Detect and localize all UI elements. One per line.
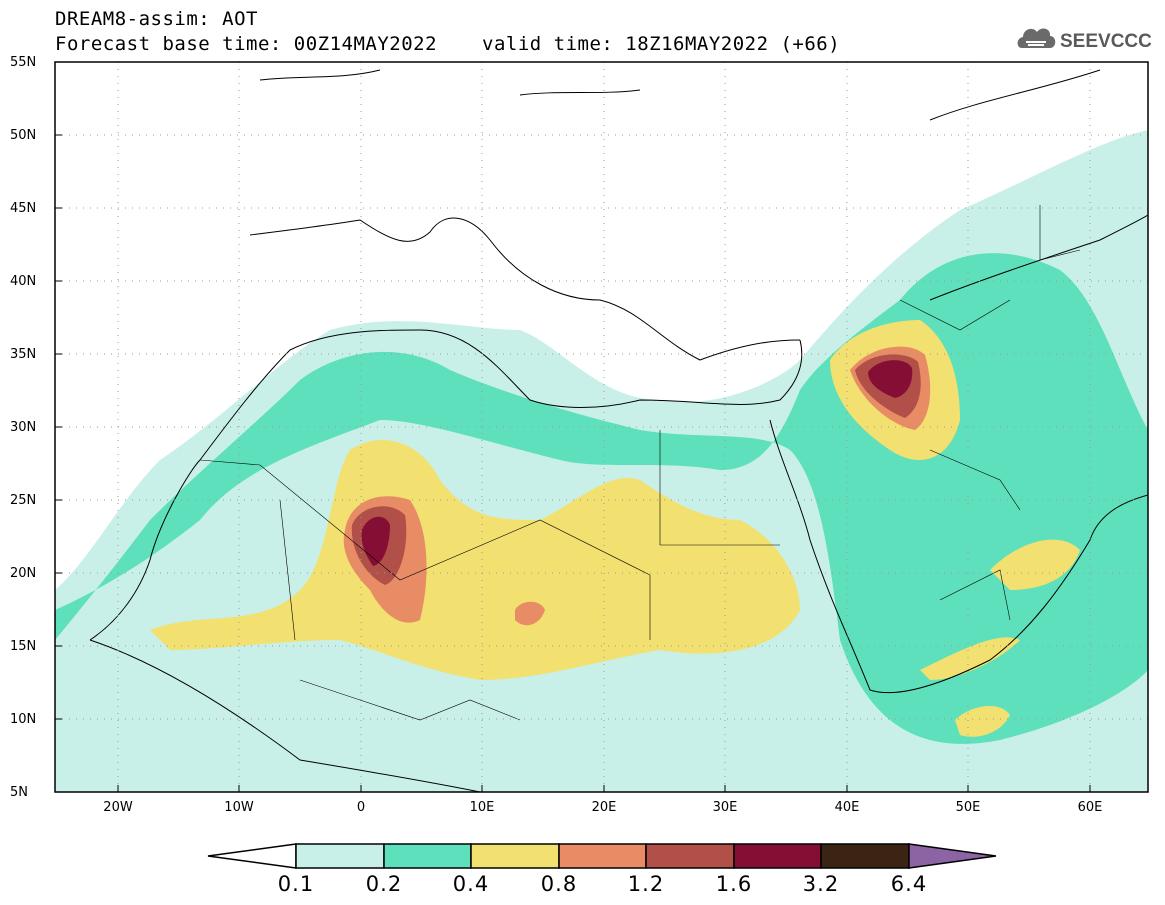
map-title: DREAM8-assim: AOT bbox=[55, 8, 258, 30]
logo-text: SEEVCCC bbox=[1060, 31, 1151, 52]
lat-label: 15N bbox=[10, 639, 37, 654]
lat-label: 55N bbox=[10, 55, 37, 70]
aot-band-0.4-arabia bbox=[990, 539, 1080, 590]
lat-label: 35N bbox=[10, 347, 37, 362]
colorbar-label: 1.2 bbox=[627, 872, 665, 896]
aot-band-0.8-mali bbox=[515, 601, 545, 626]
aot-band-0.4-coast bbox=[955, 705, 1010, 737]
lon-label: 10W bbox=[224, 800, 254, 815]
valid-time: valid time: 18Z16MAY2022 (+66) bbox=[482, 33, 841, 55]
lon-label: 0 bbox=[356, 800, 366, 815]
colorbar-label: 6.4 bbox=[890, 872, 928, 896]
country-borders bbox=[199, 205, 1081, 721]
grid-lines bbox=[55, 62, 1148, 792]
seevccc-logo: SEEVCCC bbox=[1016, 22, 1152, 56]
lon-label: 40E bbox=[834, 800, 860, 815]
lon-label: 20W bbox=[103, 800, 133, 815]
aot-band-0.4-yemen bbox=[920, 637, 1020, 680]
lat-label: 5N bbox=[10, 785, 28, 800]
lon-label: 20E bbox=[591, 800, 617, 815]
lat-label: 45N bbox=[10, 201, 37, 216]
lat-label: 50N bbox=[10, 128, 37, 143]
lat-label: 25N bbox=[10, 493, 37, 508]
coastlines bbox=[89, 69, 1148, 792]
aot-fields bbox=[55, 130, 1148, 792]
forecast-base-time: Forecast base time: 00Z14MAY2022 bbox=[55, 33, 438, 55]
colorbar-label: 0.8 bbox=[540, 872, 578, 896]
lon-label: 60E bbox=[1077, 800, 1103, 815]
cloud-icon bbox=[1017, 28, 1056, 48]
lat-label: 40N bbox=[10, 274, 37, 289]
lat-label: 30N bbox=[10, 420, 37, 435]
colorbar-label: 0.1 bbox=[277, 872, 315, 896]
lat-label: 10N bbox=[10, 712, 37, 727]
lat-label: 20N bbox=[10, 566, 37, 581]
colorbar-label: 0.2 bbox=[365, 872, 403, 896]
aot-band-1.6 bbox=[361, 516, 390, 566]
lon-label: 30E bbox=[712, 800, 738, 815]
lon-label: 10E bbox=[469, 800, 495, 815]
axis-ticks bbox=[55, 61, 1091, 793]
lon-label: 50E bbox=[955, 800, 981, 815]
aot-band-1.6-iraq bbox=[868, 360, 913, 398]
colorbar-label: 0.4 bbox=[452, 872, 490, 896]
colorbar-label: 1.6 bbox=[715, 872, 753, 896]
colorbar-label: 3.2 bbox=[802, 872, 840, 896]
aot-band-0.4-sahara bbox=[150, 440, 800, 680]
